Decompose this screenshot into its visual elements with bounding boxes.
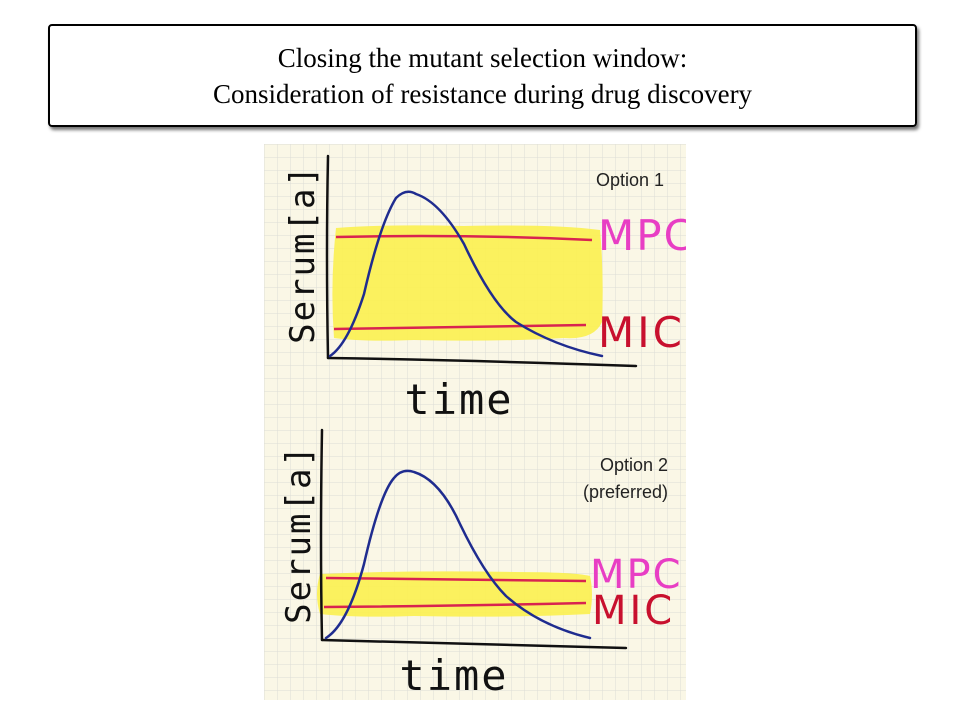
sketch-image: Serum[a] time MPC MIC Serum[a] time MPC … [264,144,686,700]
panel-option-2: Serum[a] time MPC MIC [279,428,683,700]
mpc-label: MPC [590,552,683,598]
y-axis [319,428,324,642]
x-axis-label: time [404,375,513,424]
mic-label: MIC [592,588,675,634]
y-axis [325,154,330,360]
option-2-preferred-text: (preferred) [582,482,668,502]
mpc-label: MPC [598,211,686,260]
option-1-label: Option 1 [560,170,664,191]
mpc-line [335,234,593,242]
slide-title-line-2: Consideration of resistance during drug … [212,78,753,109]
panel-option-1: Serum[a] time MPC MIC [283,154,686,424]
option-2-text: Option 2 [599,455,668,475]
x-axis [320,638,628,650]
option-2-label: Option 2 (preferred) [540,452,668,506]
concentration-curve [324,469,592,640]
slide-title-line-1: Closing the mutant selection window: [277,42,688,73]
y-axis-label: Serum[a] [279,444,319,624]
mic-line [333,323,587,331]
selection-window-highlight [332,225,603,341]
slide-title-box: Closing the mutant selection window: Con… [48,24,917,127]
x-axis [326,356,638,368]
option-1-text: Option 1 [595,170,664,190]
x-axis-label: time [399,651,508,700]
mic-line [323,601,587,609]
mic-label: MIC [598,308,685,357]
y-axis-label: Serum[a] [283,164,323,344]
concentration-curve [328,190,604,358]
